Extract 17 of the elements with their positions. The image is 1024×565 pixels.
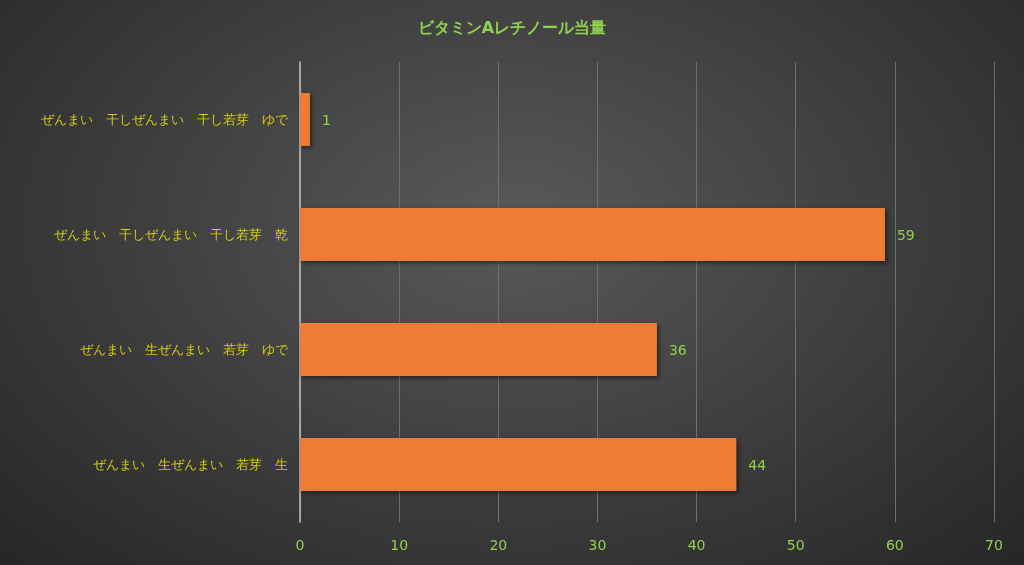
y-tick-label: ぜんまい 生ぜんまい 若芽 生 [93, 457, 288, 472]
y-tick-label: ぜんまい 生ぜんまい 若芽 ゆで [80, 342, 289, 357]
data-label: 44 [748, 456, 767, 473]
x-tick-label: 60 [885, 537, 904, 553]
y-tick-label: ぜんまい 干しぜんまい 干し若芽 乾 [54, 227, 288, 242]
x-tick-label: 50 [786, 537, 805, 553]
data-label: 1 [321, 111, 331, 128]
x-tick-label: 10 [390, 537, 409, 553]
chart-title: ビタミンAレチノール当量 [417, 17, 607, 37]
x-tick-label: 20 [489, 537, 508, 553]
x-tick-label: 40 [687, 537, 706, 553]
x-tick-label: 30 [588, 537, 607, 553]
x-tick-label: 70 [985, 537, 1003, 553]
data-label: 59 [896, 226, 915, 243]
y-tick-label: ぜんまい 干しぜんまい 干し若芽 ゆで [41, 112, 289, 127]
x-tick-label: 0 [295, 537, 305, 553]
data-label: 36 [668, 341, 687, 358]
